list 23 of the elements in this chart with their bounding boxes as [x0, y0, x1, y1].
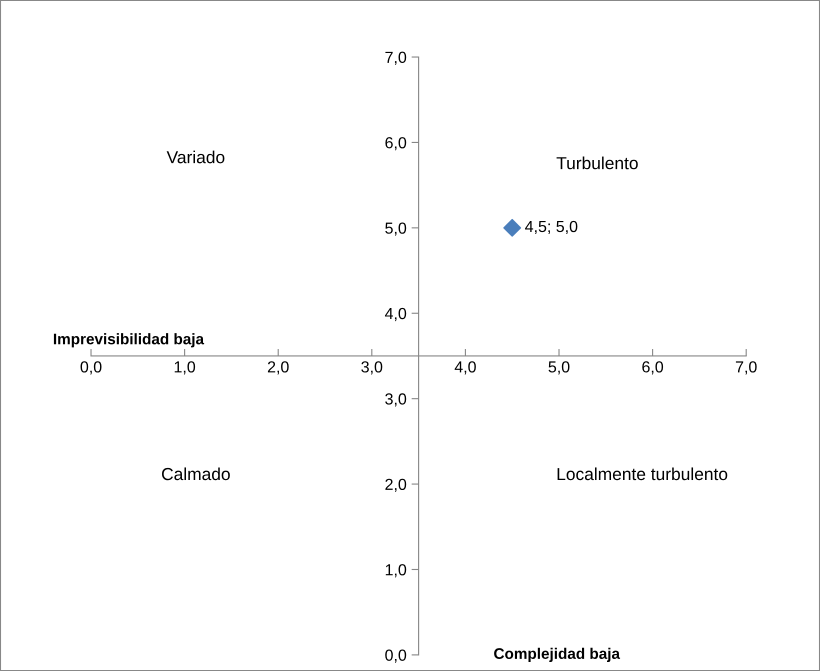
x-axis-title: Imprevisibilidad baja — [54, 333, 204, 348]
y-tick-label: 1,0 — [386, 564, 406, 578]
y-axis-title: Complejidad baja — [494, 648, 620, 662]
x-tick-label: 4,0 — [454, 361, 476, 374]
annotation: Turbulento — [556, 156, 638, 170]
y-tick-label: 5,0 — [385, 222, 406, 236]
x-tick-label: 2,0 — [268, 361, 289, 374]
x-tick-label: 0,0 — [80, 361, 102, 374]
x-tick-label: 6,0 — [642, 361, 664, 374]
annotation: Variado — [166, 150, 224, 164]
y-tick-label: 2,0 — [385, 478, 406, 492]
annotation: Calmado — [162, 467, 230, 480]
y-tick-label: 0,0 — [385, 650, 406, 663]
x-tick-label: 3,0 — [361, 361, 382, 374]
y-tick-label: 4,0 — [384, 308, 406, 322]
x-tick-label: 1,0 — [174, 361, 196, 374]
data-label: 4,5; 5,0 — [525, 220, 578, 234]
x-tick-label: 5,0 — [548, 361, 570, 374]
y-tick-label: 6,0 — [385, 137, 406, 150]
x-tick-label: 7,0 — [736, 361, 757, 374]
annotation: Localmente turbulento — [558, 467, 728, 480]
y-tick-label: 3,0 — [385, 393, 406, 406]
y-tick-label: 7,0 — [385, 52, 406, 65]
